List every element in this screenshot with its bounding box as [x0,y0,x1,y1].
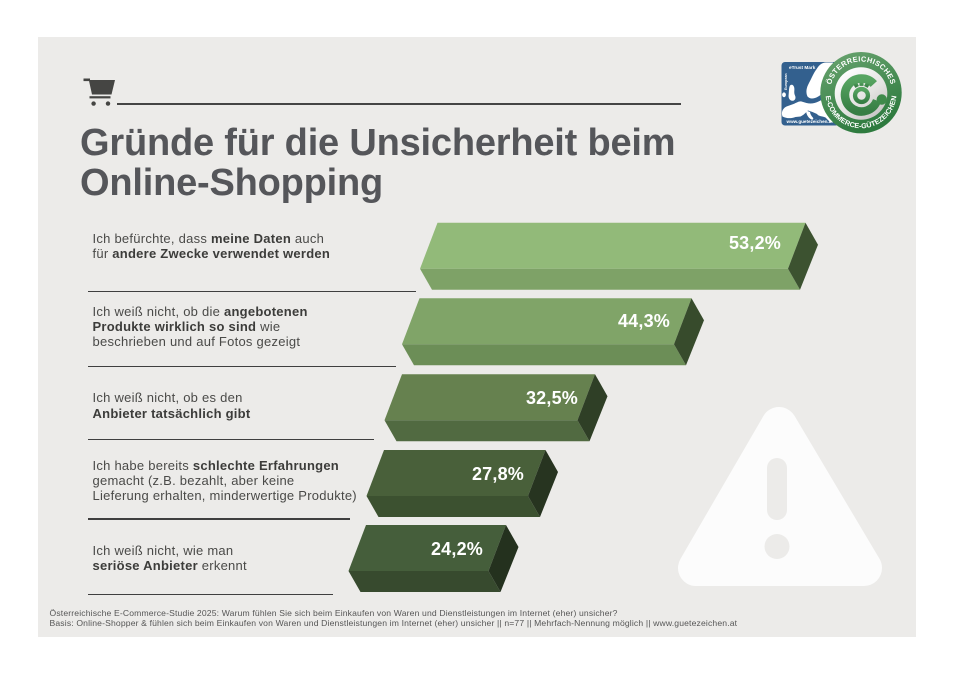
svg-text:27,8%: 27,8% [472,464,524,484]
svg-text:www.guetezeichen.at: www.guetezeichen.at [786,119,834,124]
svg-text:European: European [784,73,788,90]
svg-text:eTrust Mark: eTrust Mark [789,65,816,70]
svg-text:32,5%: 32,5% [526,388,578,408]
svg-text:44,3%: 44,3% [618,311,670,331]
svg-text:24,2%: 24,2% [431,539,483,559]
svg-text:53,2%: 53,2% [729,233,781,253]
